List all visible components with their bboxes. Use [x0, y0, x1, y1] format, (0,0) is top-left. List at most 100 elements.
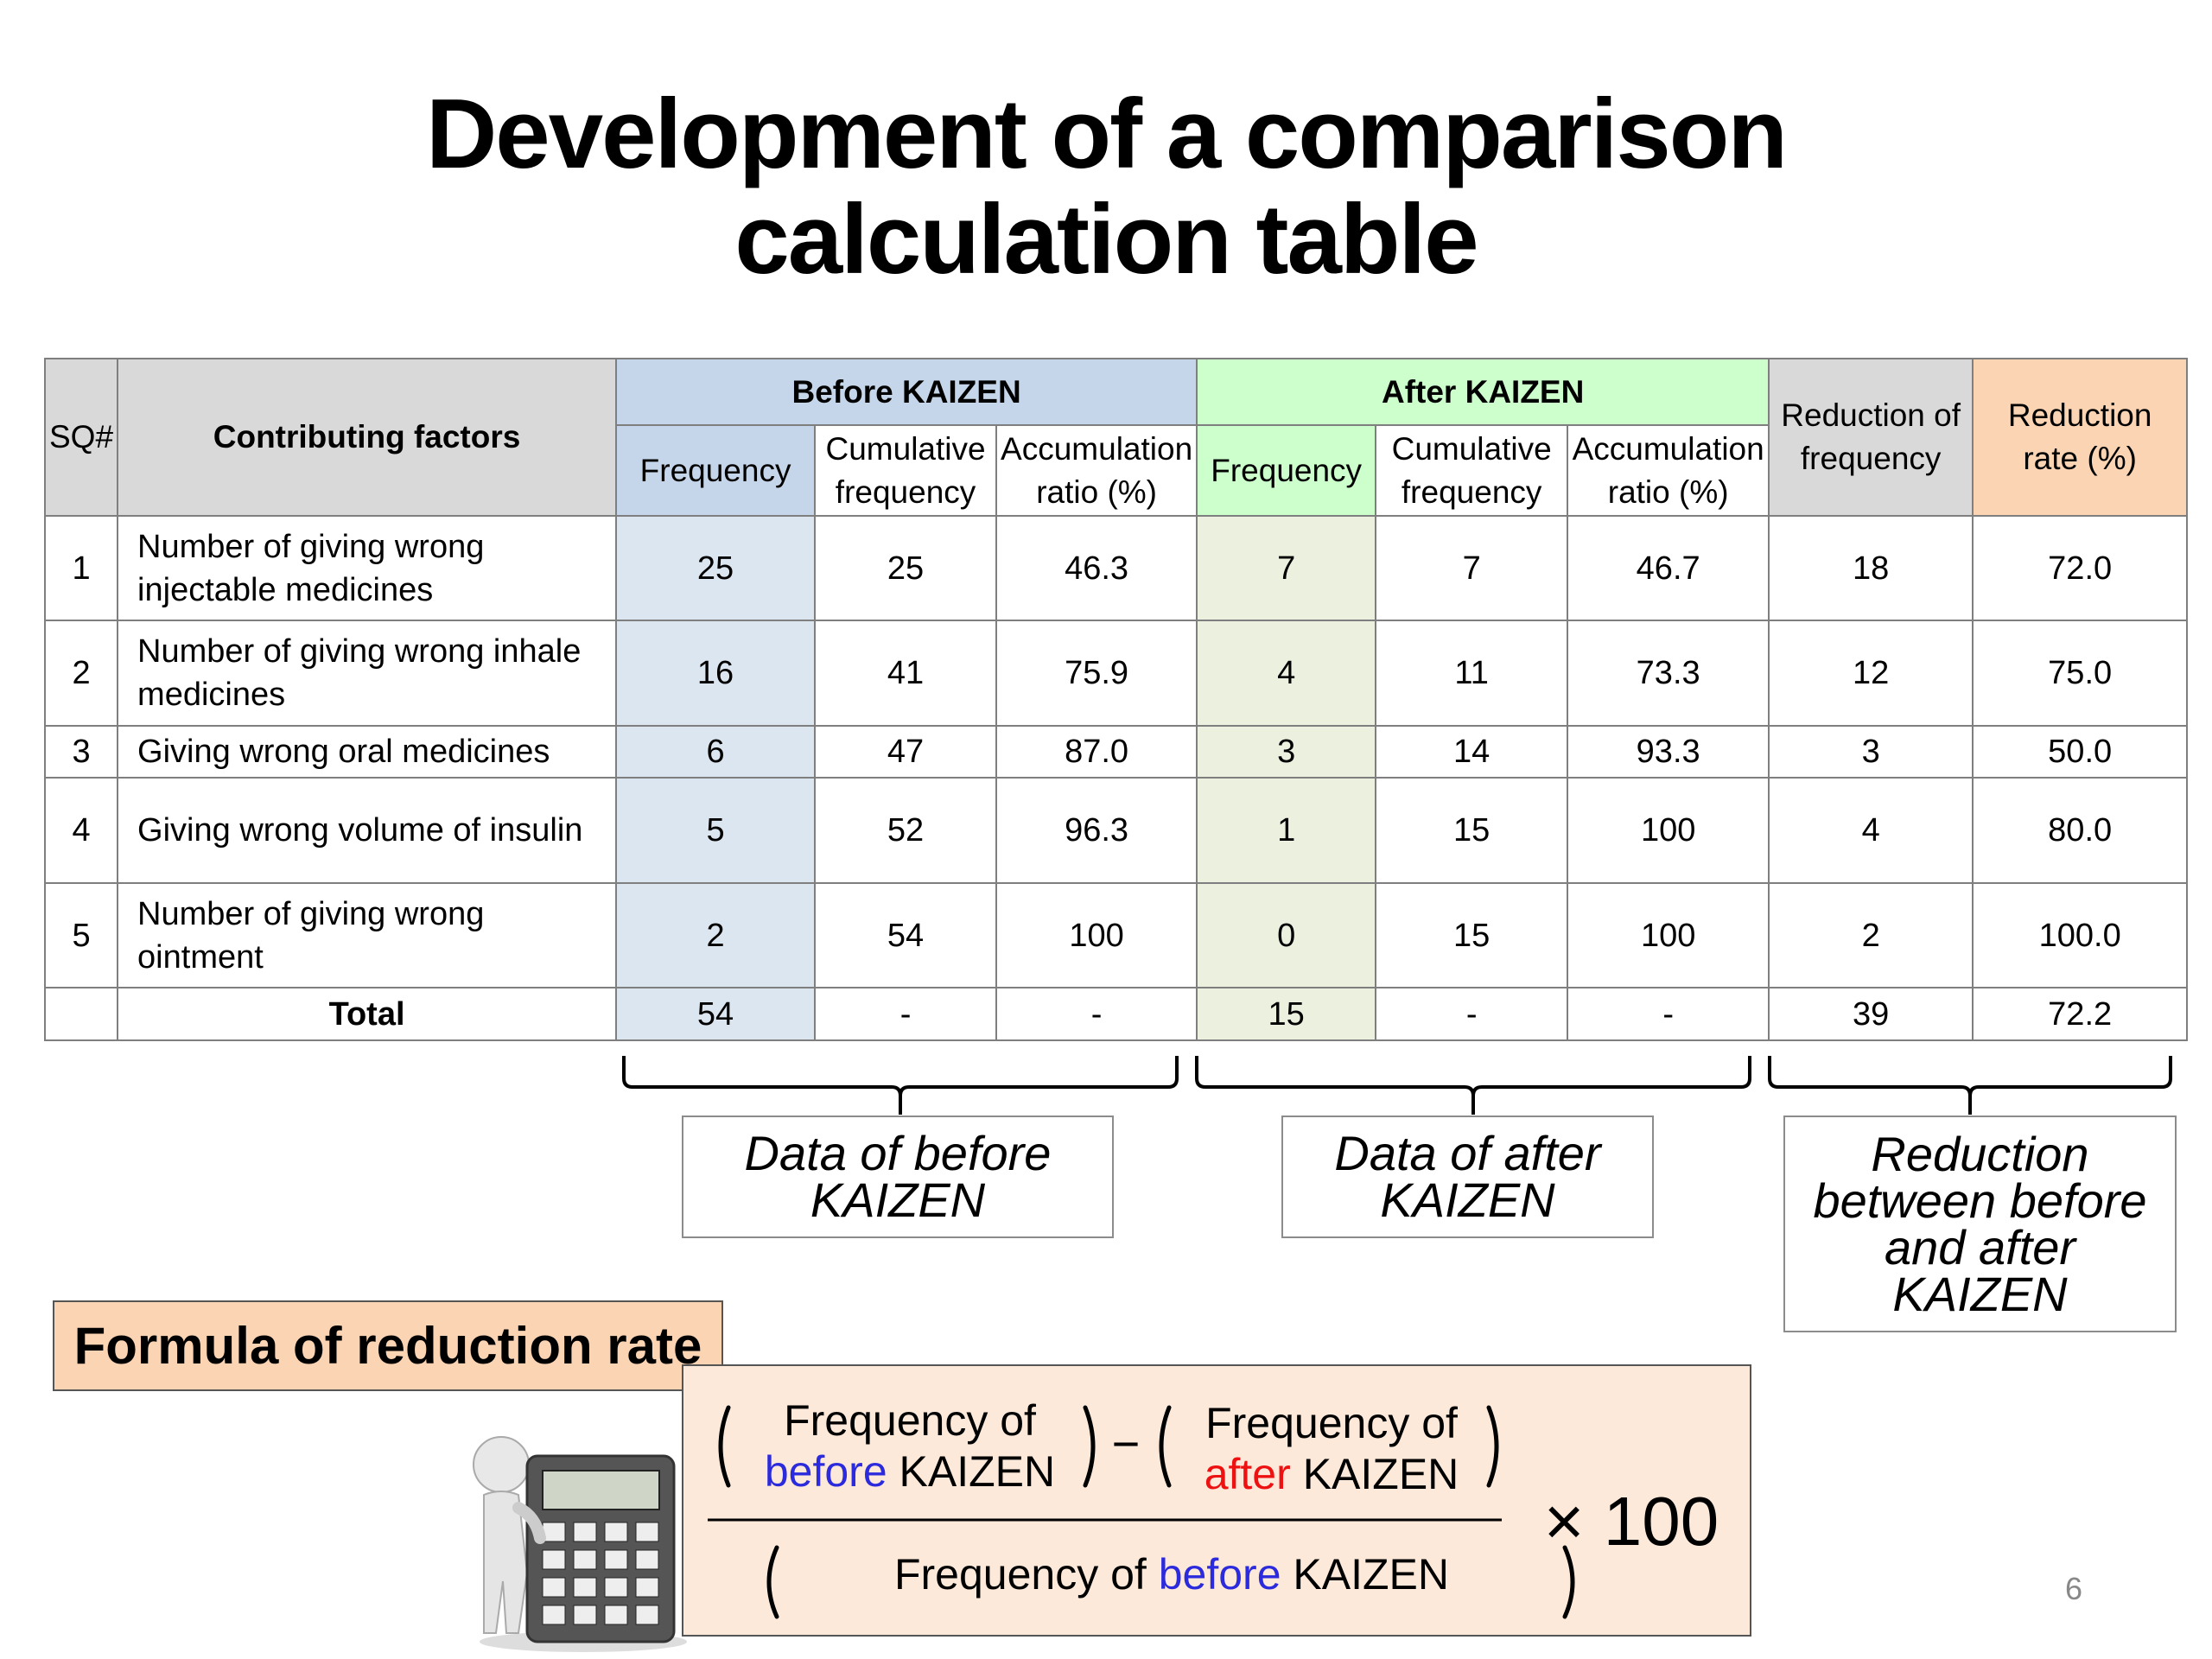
header-cell: Before KAIZEN [615, 358, 1198, 426]
table-cell: 15 [1375, 777, 1569, 884]
table-cell: Number of giving wrong ointment [117, 882, 618, 988]
table-cell: 14 [1375, 725, 1569, 779]
header-row: Frequency Cumulative frequency Accumulatio… [45, 424, 2187, 517]
table-cell: 16 [615, 620, 817, 727]
table-cell: 73.3 [1567, 620, 1770, 727]
highlight: before [764, 1447, 887, 1496]
table-cell: 7 [1196, 515, 1377, 621]
header-cell: Frequency [1196, 424, 1377, 517]
table-row: 3 Giving wrong oral medicines 6 47 87.0 3 14 93… [43, 725, 2189, 779]
table-cell: 47 [814, 725, 998, 779]
brace-before [622, 1056, 1179, 1115]
formula-label: Formula of reduction rate [53, 1300, 723, 1391]
header-cell: Frequency [615, 424, 817, 517]
numerator-text: Frequency of [784, 1396, 1036, 1445]
table-cell: 3 [1196, 725, 1377, 779]
denominator-text: Frequency of before KAIZEN [894, 1550, 1449, 1599]
table-cell: - [814, 987, 998, 1041]
formula-graphics [708, 1405, 1575, 1619]
header-cell: Cumulative frequency [1375, 424, 1569, 517]
highlight: after [1204, 1450, 1291, 1498]
table-cell: 1 [43, 515, 119, 621]
table-cell: 75.0 [1972, 620, 2189, 727]
table-cell: 96.3 [995, 777, 1198, 884]
table-cell: 6 [615, 725, 817, 779]
brace-lines [622, 1056, 2172, 1115]
table-cell: 15 [1375, 882, 1569, 988]
table-cell: 3 [43, 725, 119, 779]
table-cell: 100 [1567, 777, 1770, 884]
paren [1562, 1545, 1575, 1619]
paren [1083, 1405, 1096, 1488]
table-cell: 54 [615, 987, 817, 1041]
table-cell: 18 [1768, 515, 1974, 621]
table-cell: 4 [43, 777, 119, 884]
paren [1159, 1405, 1172, 1488]
table-cell: 39 [1768, 987, 1974, 1041]
table-cell: 4 [1196, 620, 1377, 727]
text: KAIZEN [1302, 1450, 1459, 1498]
table-row: 5 Number of giving wrong ointment 2 54 100 0 1… [43, 882, 2189, 988]
numerator-text: before KAIZEN [765, 1447, 1055, 1496]
header-cell: Accumulation ratio (%) [1567, 424, 1770, 517]
table-cell: 25 [615, 515, 817, 621]
table-cell: 2 [43, 620, 119, 727]
page-number: 6 [2065, 1571, 2083, 1606]
table-cell: 4 [1768, 777, 1974, 884]
table-cell: 12 [1768, 620, 1974, 727]
header-cell: Reduction rate (%) [1972, 358, 2189, 517]
table-cell: Number of giving wrong injectable medici… [117, 515, 618, 621]
brace-reduction [1768, 1056, 2172, 1115]
text: KAIZEN [1293, 1550, 1450, 1599]
header-cell: Contributing factors [117, 358, 618, 517]
numerator-text: Frequency of [1205, 1399, 1458, 1447]
table-cell: 11 [1375, 620, 1569, 727]
table-cell: 0 [1196, 882, 1377, 988]
table-cell: 2 [1768, 882, 1974, 988]
table-cell: 3 [1768, 725, 1974, 779]
table-cell: 72.0 [1972, 515, 2189, 621]
table-cell: 72.2 [1972, 987, 2189, 1041]
paren [1486, 1405, 1499, 1488]
table-cell: 87.0 [995, 725, 1198, 779]
table-cell: 54 [814, 882, 998, 988]
table-cell: 5 [615, 777, 817, 884]
text: KAIZEN [899, 1447, 1056, 1496]
table-cell: 93.3 [1567, 725, 1770, 779]
table-cell: 15 [1196, 987, 1377, 1041]
table-cell: Number of giving wrong inhale medicines [117, 620, 618, 727]
text: Frequency of [893, 1550, 1147, 1599]
table-cell: 100 [1567, 882, 1770, 988]
table-cell: 5 [43, 882, 119, 988]
total-row: Total 54- -15- -39 72.2 [43, 987, 2189, 1041]
table-cell: 100.0 [1972, 882, 2189, 988]
table-cell: 1 [1196, 777, 1377, 884]
brace-label: Data of before KAIZEN [682, 1116, 1114, 1238]
table-cell: 7 [1375, 515, 1569, 621]
table-cell: 80.0 [1972, 777, 2189, 884]
operator: − [1111, 1416, 1141, 1471]
header-row: SQ# Contributing factors Before KAIZEN Afte… [43, 358, 2189, 517]
table-cell: - [1375, 987, 1569, 1041]
table-cell: 25 [814, 515, 998, 621]
table-cell: 75.9 [995, 620, 1198, 727]
formula-box: Frequency of before KAIZEN − Frequency o… [682, 1364, 1751, 1637]
table-body: 1 Number of giving wrong injectable medic… [43, 515, 2189, 1041]
table-cell: 52 [814, 777, 998, 884]
header-cell: Accumulation ratio (%) [995, 424, 1198, 517]
brace-after [1195, 1056, 1751, 1115]
table-cell: 50.0 [1972, 725, 2189, 779]
calculator-figure [473, 1436, 687, 1652]
slide-title: Development of a comparison calculation … [425, 79, 1788, 295]
brace-label: Reduction between before and after KAIZE… [1783, 1116, 2177, 1332]
table-cell: Giving wrong volume of insulin [117, 777, 618, 884]
table-cell: 2 [615, 882, 817, 988]
table-cell: - [995, 987, 1198, 1041]
table-cell: 46.7 [1567, 515, 1770, 621]
table-cell: 41 [814, 620, 998, 727]
table-header: SQ# Contributing factors Before KAIZEN Afte… [43, 358, 2189, 517]
table-cell [43, 987, 119, 1041]
